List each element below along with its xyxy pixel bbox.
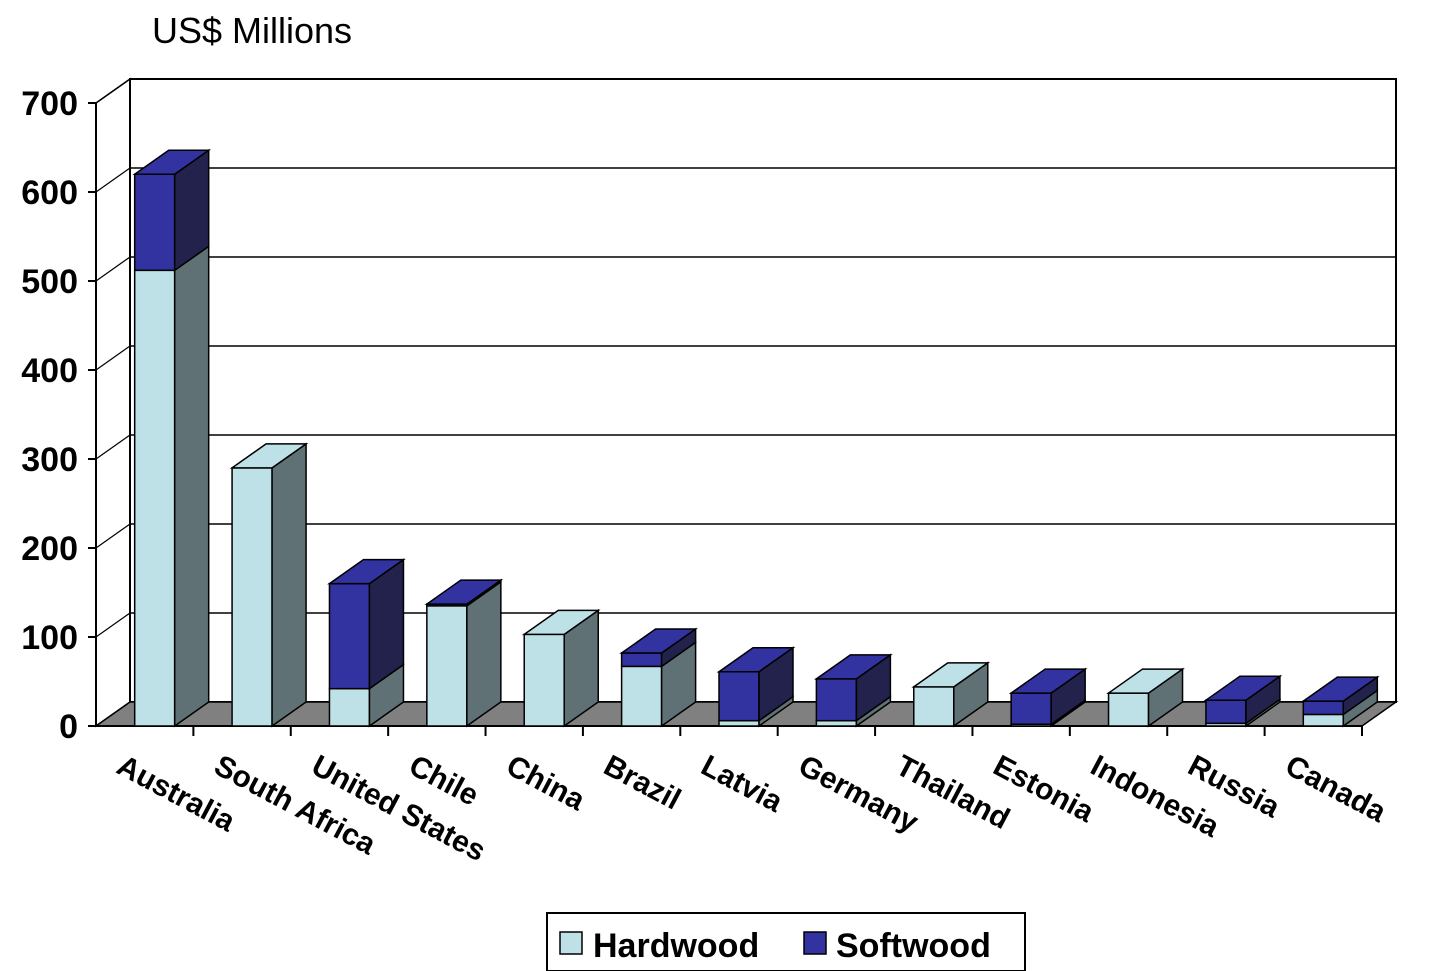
x-tick-label: China: [501, 749, 590, 817]
bar-front-hardwood: [426, 605, 468, 727]
gridline-side: [95, 345, 131, 371]
bar-thailand: [911, 661, 991, 728]
bar-front-softwood: [133, 173, 176, 272]
bar-front-softwood: [328, 582, 371, 690]
legend-swatch-softwood: [803, 931, 827, 955]
bar-front-hardwood: [231, 467, 273, 727]
y-tick-label: 700: [21, 85, 78, 123]
bar-top: [327, 558, 406, 585]
bar-germany: [814, 653, 893, 728]
bar-front-softwood: [1205, 699, 1247, 725]
gridline-side: [95, 523, 131, 549]
x-tick-label: Latvia: [696, 749, 788, 819]
bar-top: [521, 609, 601, 636]
bar-front-softwood: [620, 652, 663, 668]
bar-front-softwood: [1010, 692, 1052, 725]
bar-front-hardwood: [328, 687, 371, 727]
y-tick-label: 100: [21, 619, 78, 657]
bar-top: [229, 443, 309, 469]
bar-united-states: [327, 558, 406, 728]
gridline-side: [95, 256, 131, 282]
bar-top: [1008, 668, 1088, 694]
bar-china: [521, 608, 601, 728]
back-wall: [129, 78, 1397, 703]
side-wall: [95, 77, 131, 728]
bar-side-hardwood: [271, 442, 307, 728]
legend-label-hardwood: Hardwood: [593, 927, 759, 965]
bar-front-softwood: [718, 670, 760, 722]
bar-canada: [1300, 675, 1380, 728]
legend-swatch-hardwood: [559, 931, 583, 955]
bar-top: [814, 654, 893, 680]
bar-top: [716, 646, 796, 673]
legend-label-softwood: Softwood: [836, 927, 991, 965]
bar-chile: [424, 578, 504, 728]
bar-top: [424, 579, 504, 605]
y-tick-label: 400: [21, 352, 78, 390]
bar-front-softwood: [815, 678, 858, 722]
bar-russia: [1203, 674, 1283, 728]
bar-estonia: [1008, 667, 1088, 728]
bar-side-hardwood: [173, 244, 210, 728]
bar-australia: [132, 148, 212, 728]
bar-latvia: [716, 646, 796, 728]
gridlines: [95, 78, 1396, 638]
bar-top: [619, 628, 698, 654]
y-tick-label: 600: [21, 174, 78, 212]
bar-front-hardwood: [1302, 713, 1345, 727]
gridline-side: [95, 167, 131, 193]
bar-front-hardwood: [815, 719, 858, 727]
bar-front-softwood: [1302, 700, 1345, 716]
bar-indonesia: [1106, 667, 1185, 728]
y-tick-label: 200: [21, 530, 78, 568]
x-tick-label: Canada: [1280, 749, 1391, 829]
gridline-side: [95, 78, 131, 104]
legend: Hardwood Softwood: [546, 912, 1026, 971]
y-tick-label: 0: [59, 708, 78, 746]
x-tick-label: Brazil: [598, 749, 686, 816]
bar-front-hardwood: [913, 686, 955, 727]
gridline-side: [95, 612, 131, 638]
bar-front-hardwood: [133, 269, 176, 727]
bar-top: [1203, 675, 1283, 701]
gridline-side: [95, 434, 131, 460]
bar-front-hardwood: [620, 665, 663, 727]
bar-top: [132, 149, 212, 175]
bar-top: [1106, 668, 1185, 694]
bar-south-africa: [229, 442, 309, 728]
bar-front-hardwood: [523, 633, 565, 727]
y-axis-ticks: 0 100 200 300 400 500 600 700: [21, 85, 96, 746]
legend-box: [546, 912, 1026, 971]
bar-front-hardwood: [1107, 692, 1150, 727]
bar-brazil: [619, 627, 698, 728]
y-tick-label: 300: [21, 441, 78, 479]
unit-label: US$ Millions: [152, 10, 352, 51]
bar-top: [911, 662, 991, 688]
bar-top: [1300, 676, 1380, 702]
bars: [132, 148, 1380, 728]
bar-side-hardwood: [466, 580, 502, 728]
y-tick-label: 500: [21, 263, 78, 301]
bar-front-hardwood: [718, 719, 760, 727]
